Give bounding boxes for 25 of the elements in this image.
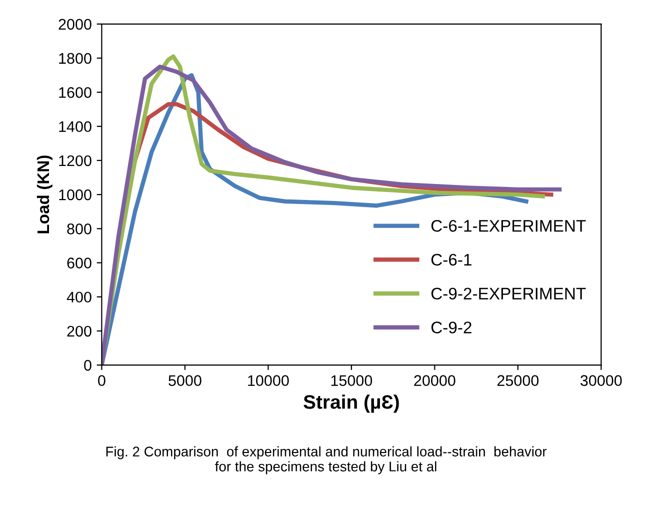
- legend-label: C-6-1: [431, 254, 472, 266]
- x-tick-label: 5000: [168, 375, 202, 386]
- y-tick-label: 1200: [59, 155, 92, 166]
- x-tick-label: 15000: [331, 375, 372, 386]
- y-tick-label: 1800: [59, 53, 92, 64]
- y-tick-label: 1400: [59, 121, 92, 132]
- y-tick-label: 2000: [58, 18, 92, 30]
- y-tick-label: 600: [67, 258, 92, 268]
- legend-label: C-9-2: [431, 322, 472, 334]
- y-tick-label: 800: [67, 224, 92, 234]
- x-tick-label: 0: [98, 375, 106, 386]
- y-tick-label: 400: [66, 292, 92, 303]
- x-tick-label: 20000: [414, 375, 456, 386]
- y-axis-title: Load (KN): [36, 156, 52, 234]
- legend-label: C-6-1-EXPERIMENT: [431, 220, 586, 232]
- y-tick-label: 1000: [59, 189, 92, 200]
- x-axis-title: Strain (µƐ): [304, 394, 399, 413]
- legend-label: C-9-2-EXPERIMENT: [431, 288, 586, 300]
- y-tick-label: 0: [84, 360, 92, 371]
- y-tick-label: 200: [67, 326, 92, 337]
- x-tick-label: 25000: [497, 375, 539, 386]
- x-tick-label: 10000: [248, 375, 289, 386]
- x-tick-label: 30000: [580, 375, 622, 386]
- y-tick-label: 1600: [59, 87, 92, 98]
- caption: Fig. 2 Comparison of experimental and numerical load--strain behavior for the specimens tested by Liu et al: [106, 446, 547, 474]
